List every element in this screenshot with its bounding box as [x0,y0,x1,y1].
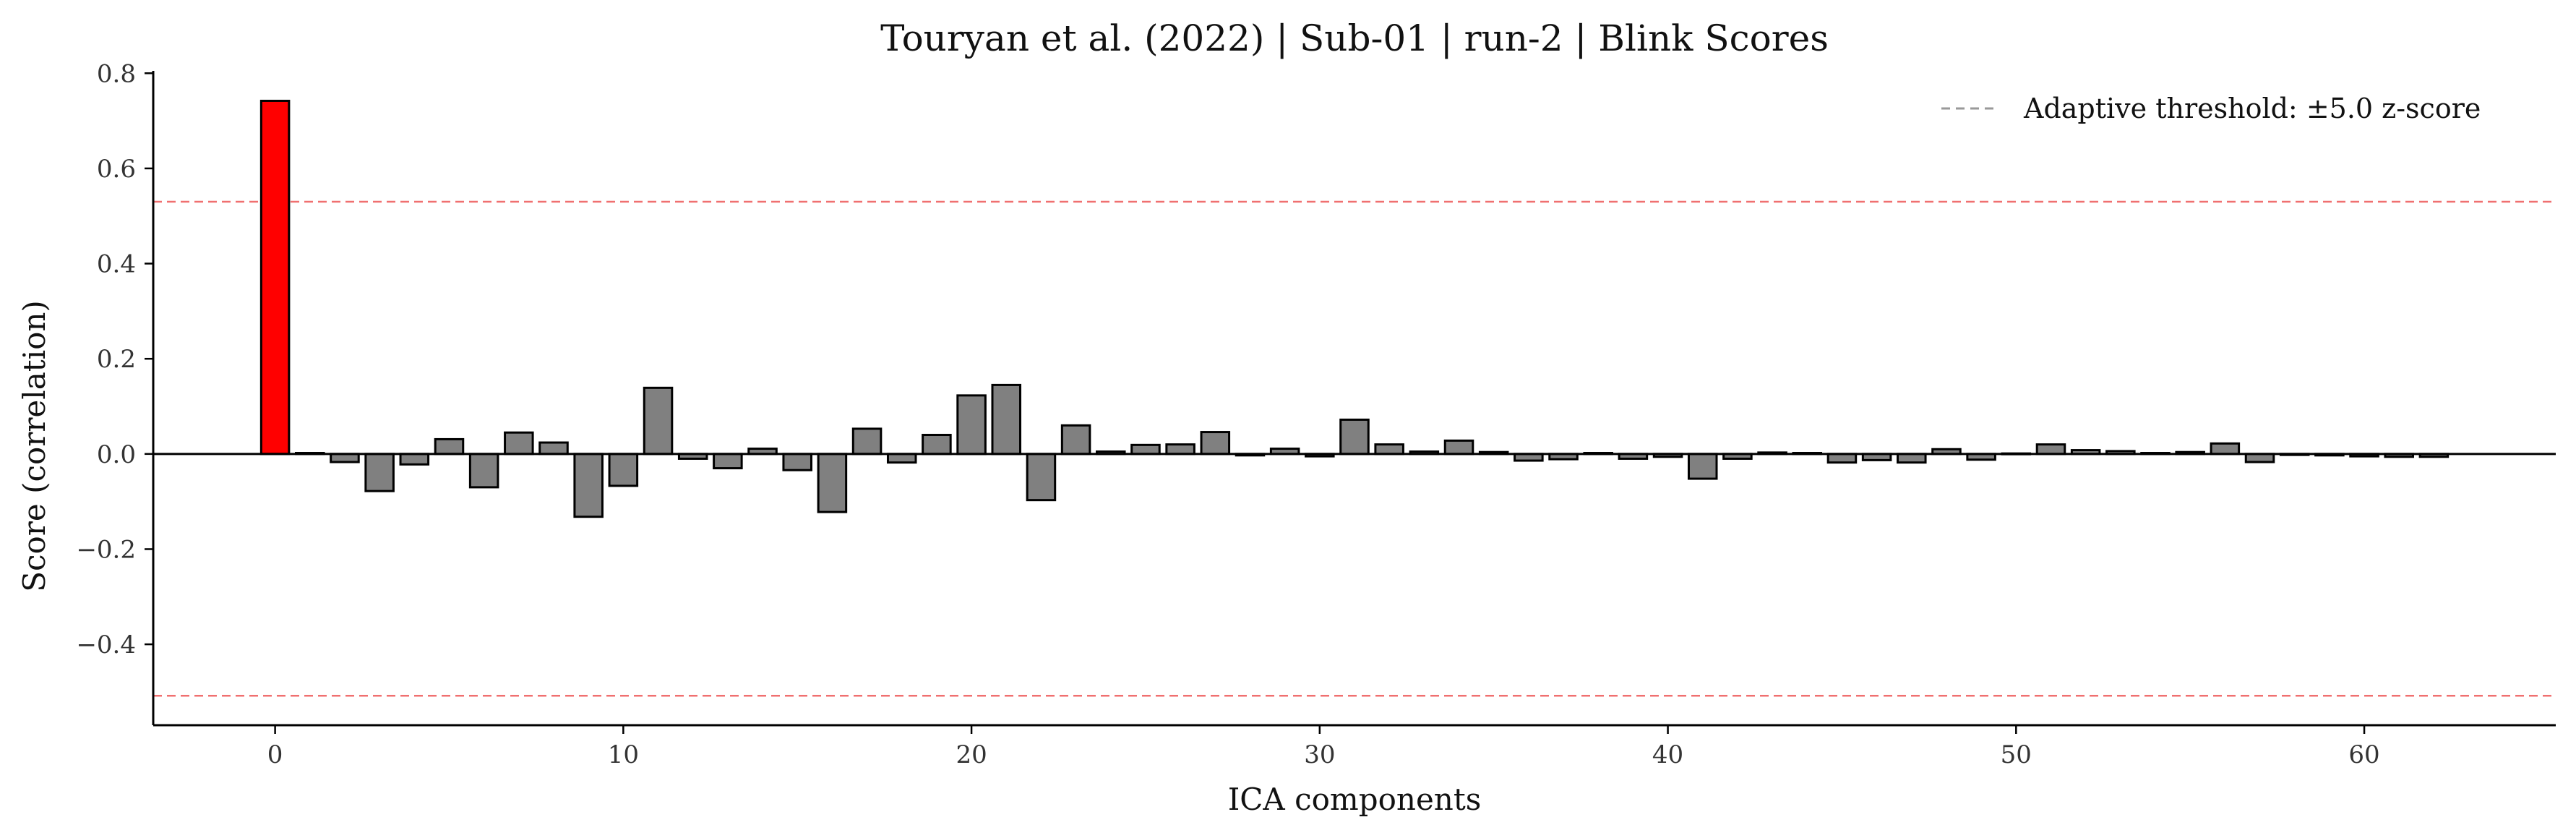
bar-component-21 [991,383,1022,456]
bar-component-11 [643,386,674,456]
bar-component-20 [956,394,987,456]
bar-component-9 [573,453,604,518]
bar-component-19 [922,434,952,456]
bar-component-27 [1200,431,1231,456]
bar-component-7 [504,431,534,456]
chart-title: Touryan et al. (2022) | Sub-01 | run-2 |… [880,17,1829,59]
y-axis-label: Score (correlation) [17,300,52,592]
y-tick-label: −0.4 [76,630,136,659]
y-tick-label: 0.8 [97,59,136,88]
bar-component-56 [2210,442,2241,456]
x-tick-label: 0 [267,740,283,769]
bar-component-26 [1165,443,1195,456]
bar-component-31 [1339,418,1370,456]
x-tick-label: 30 [1304,740,1335,769]
bar-component-6 [468,453,499,489]
x-tick-label: 40 [1652,740,1683,769]
x-tick-label: 50 [2001,740,2032,769]
bar-component-16 [817,453,848,513]
bar-component-4 [399,453,430,466]
bar-component-25 [1130,443,1161,456]
bar-component-0 [259,99,291,456]
legend: Adaptive threshold: ±5.0 z-score [1941,93,2481,124]
x-axis-ticks: 0 10 20 30 40 50 60 [267,725,2380,769]
bar-component-5 [434,437,465,456]
bar-component-47 [1897,453,1927,464]
bar-component-13 [713,453,743,470]
bar-component-41 [1687,453,1718,480]
x-axis-label: ICA components [1228,782,1482,817]
bar-component-10 [608,453,639,487]
bar-component-15 [782,453,812,471]
y-tick-label: 0.4 [97,250,136,279]
axes [152,71,2556,727]
bar-component-3 [364,453,395,492]
bars-group [259,99,2450,518]
bar-component-22 [1026,453,1057,502]
y-tick-label: 0.2 [97,345,136,374]
y-tick-label: −0.2 [76,535,136,564]
bar-component-18 [886,453,917,464]
y-tick-label: 0.6 [97,155,136,184]
bar-component-57 [2244,453,2275,463]
x-tick-label: 20 [956,740,987,769]
bar-component-45 [1826,453,1858,464]
bar-component-2 [330,453,360,463]
y-axis-ticks: −0.4 −0.2 0.0 0.2 0.4 0.6 0.8 [76,59,153,659]
threshold-lines [153,200,2556,697]
bar-component-34 [1443,439,1474,456]
x-tick-label: 10 [608,740,639,769]
bar-component-8 [538,441,569,456]
bar-component-17 [851,427,883,456]
bar-component-23 [1060,424,1091,456]
bar-component-51 [2035,443,2066,456]
x-tick-label: 60 [2348,740,2379,769]
bar-component-32 [1374,443,1404,456]
y-tick-label: 0.0 [97,440,136,469]
legend-label: Adaptive threshold: ±5.0 z-score [2023,93,2481,124]
